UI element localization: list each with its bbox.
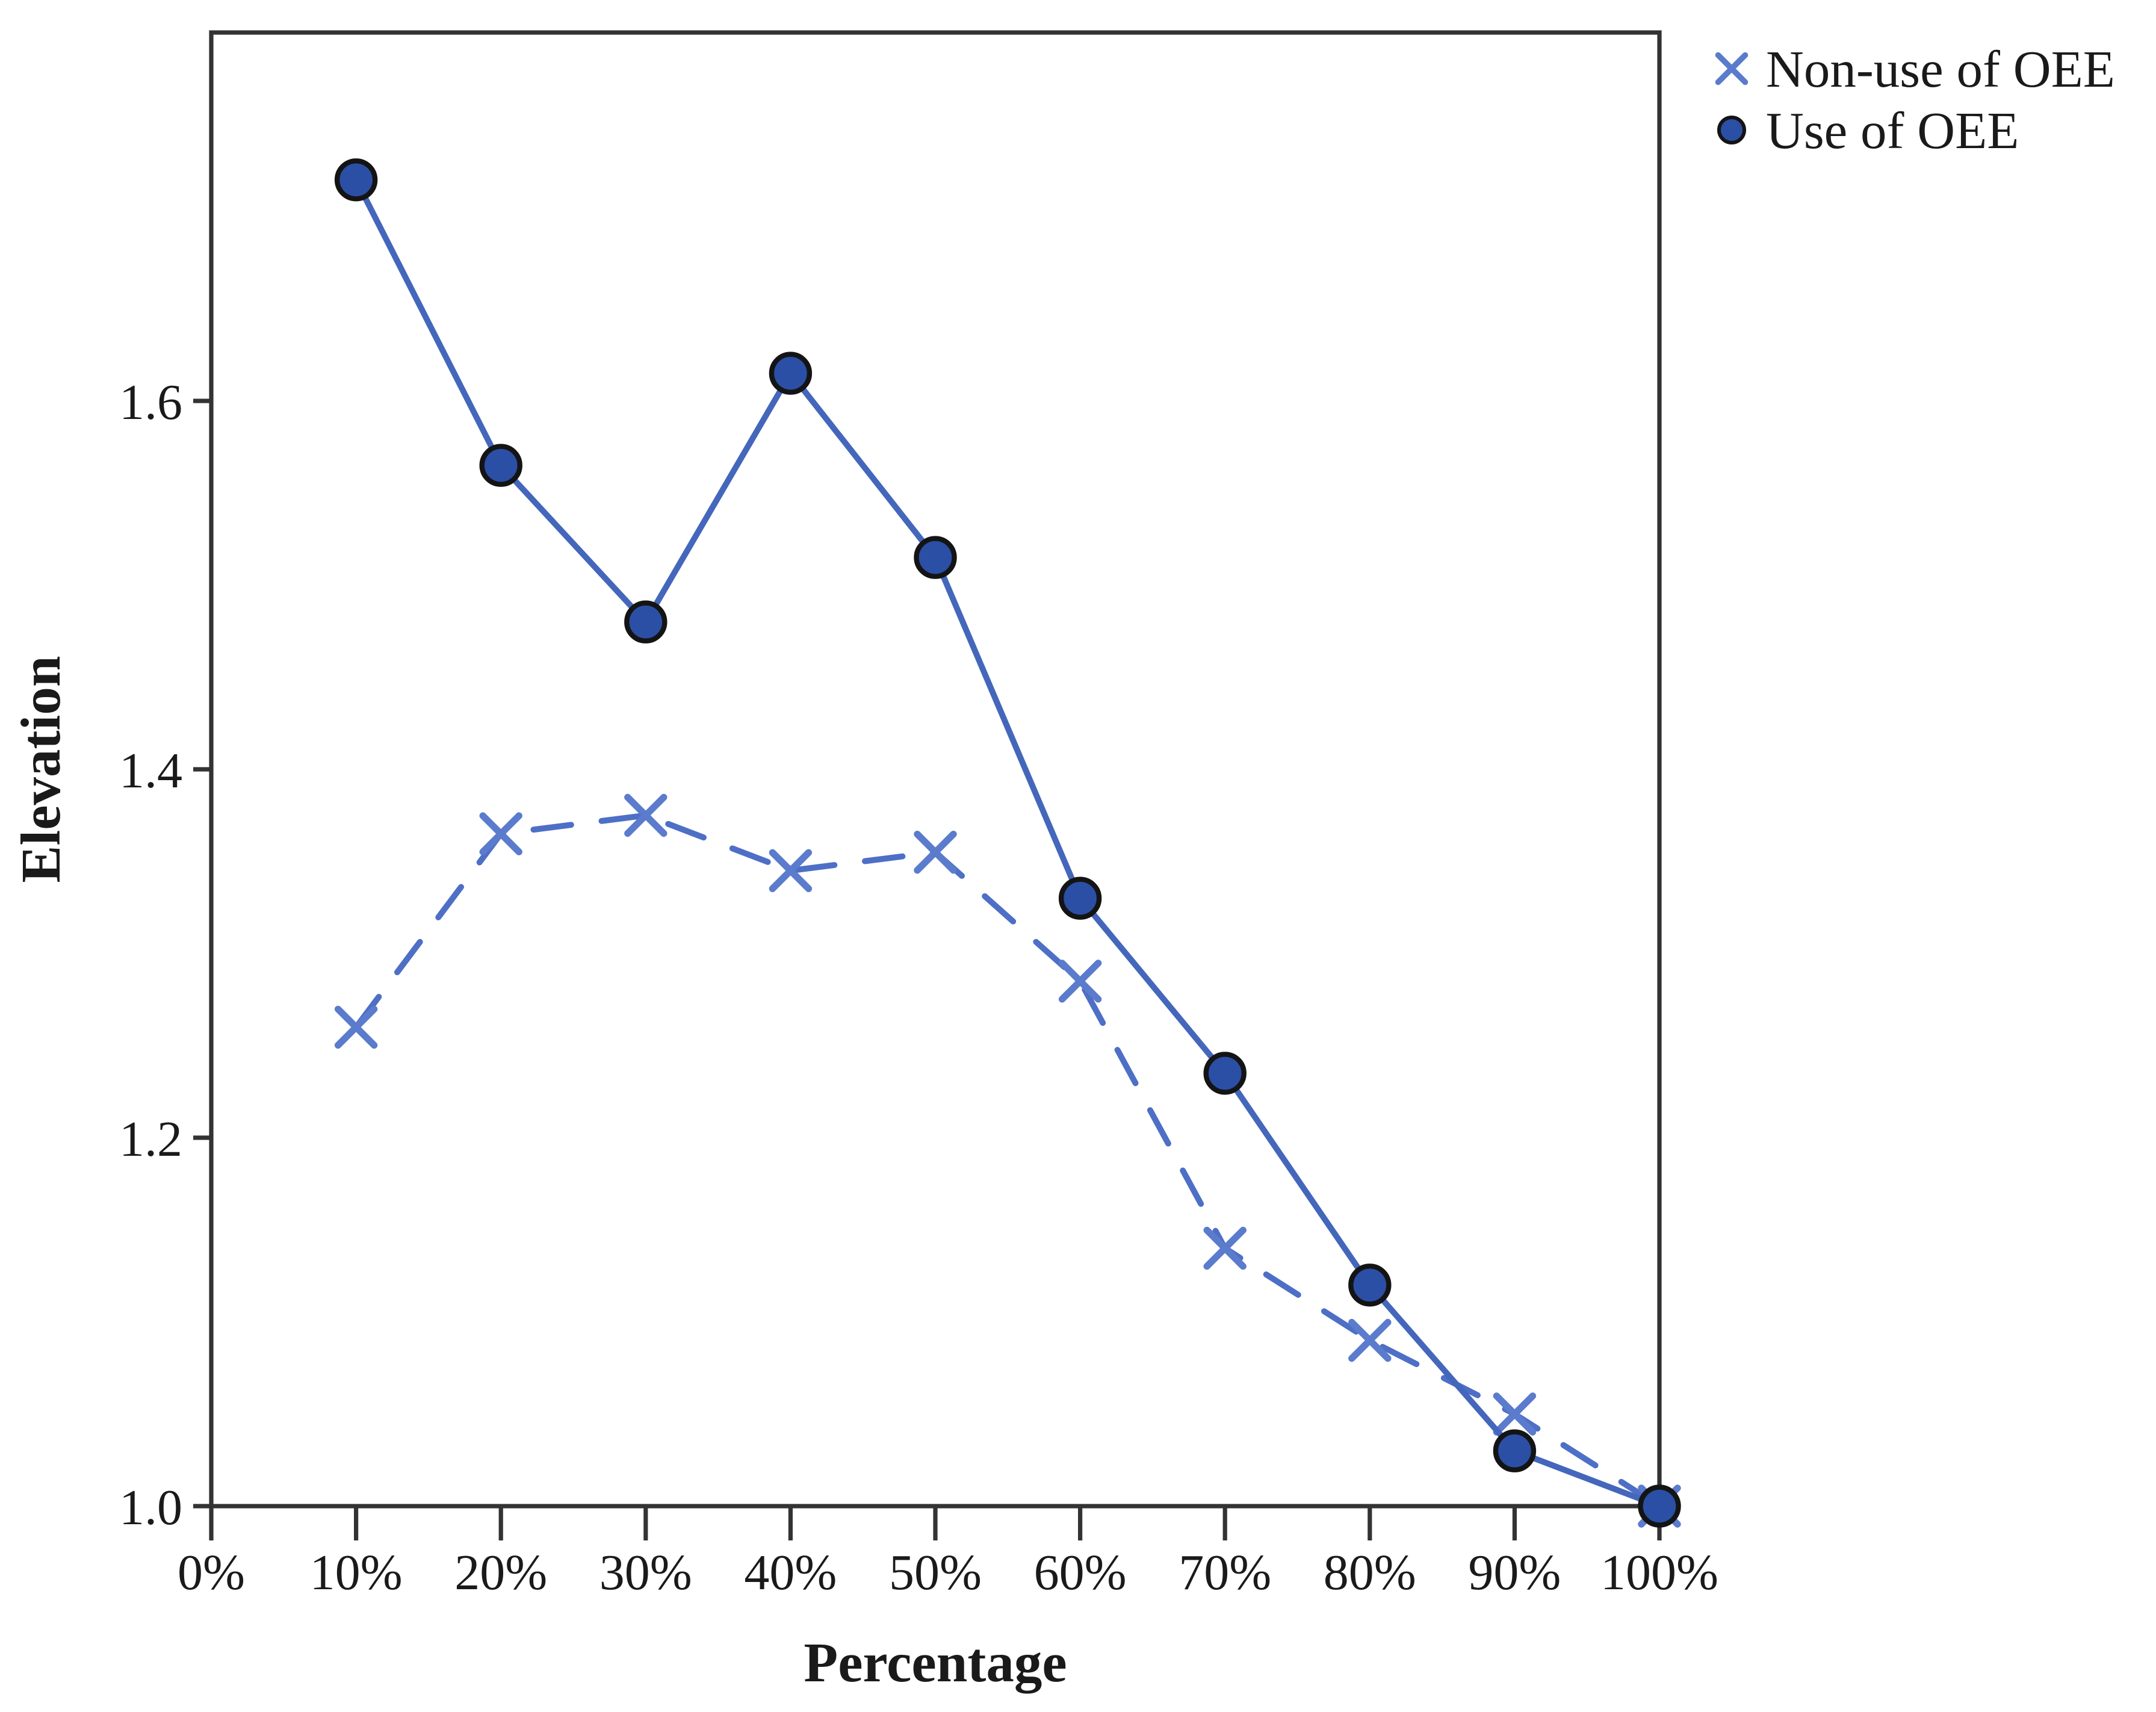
data-point-x: [1348, 1318, 1392, 1362]
x-tick-label: 90%: [1468, 1545, 1561, 1601]
x-tick-label: 60%: [1034, 1545, 1127, 1601]
x-tick-label: 30%: [599, 1545, 692, 1601]
y-tick-label: 1.4: [119, 743, 182, 799]
data-point-x: [479, 812, 522, 855]
x-tick-label: 0%: [178, 1545, 245, 1601]
data-point-x: [334, 1005, 378, 1049]
series-line-solid: [353, 176, 1662, 1509]
series-line-dashed: [353, 812, 1662, 1509]
legend-circle-marker-icon: [1717, 116, 1746, 144]
data-point-circle: [1203, 1052, 1247, 1095]
data-point-x: [769, 849, 813, 893]
legend-x-marker-icon: [1715, 52, 1749, 85]
y-axis: 1.0 1.2 1.4 1.6: [119, 374, 211, 1536]
x-tick-label: 70%: [1179, 1545, 1271, 1601]
legend-label: Use of OEE: [1766, 101, 2019, 160]
y-tick-label: 1.0: [119, 1480, 182, 1536]
x-tick-label: 40%: [744, 1545, 837, 1601]
x-tick-label: 50%: [889, 1545, 982, 1601]
legend-label: Non-use of OEE: [1766, 40, 2115, 98]
x-tick-label: 10%: [310, 1545, 403, 1601]
plot-border: [209, 30, 1662, 1509]
y-tick-label: 1.2: [119, 1111, 182, 1167]
data-point-circle: [1348, 1264, 1392, 1307]
data-point-x: [1203, 1226, 1247, 1270]
x-tick-label: 20%: [454, 1545, 547, 1601]
x-axis-title: Percentage: [804, 1632, 1067, 1694]
legend-item: Use of OEE: [1717, 101, 2019, 160]
data-point-circle: [479, 444, 522, 487]
x-tick-label: 80%: [1324, 1545, 1416, 1601]
legend-item: Non-use of OEE: [1715, 40, 2115, 98]
data-point-x: [914, 830, 957, 874]
data-point-circle: [334, 158, 378, 202]
x-axis: 0% 10% 20% 30% 40% 50% 60% 70% 80% 90% 100%: [178, 1506, 1718, 1601]
data-point-x: [1493, 1392, 1537, 1436]
data-point-x: [1058, 960, 1102, 1003]
data-point-circle: [914, 536, 957, 579]
data-point-circle: [1493, 1429, 1537, 1472]
data-point-circle: [1058, 876, 1102, 920]
series-layer: [334, 158, 1681, 1528]
data-point-x: [624, 793, 668, 837]
data-point-circle: [624, 600, 668, 644]
x-tick-label: 100%: [1600, 1545, 1718, 1601]
y-tick-label: 1.6: [119, 374, 182, 430]
plot-frame: [209, 30, 1662, 1509]
y-axis-title: Elevation: [10, 656, 72, 882]
data-point-circle: [1638, 1484, 1681, 1528]
data-point-circle: [769, 352, 813, 395]
